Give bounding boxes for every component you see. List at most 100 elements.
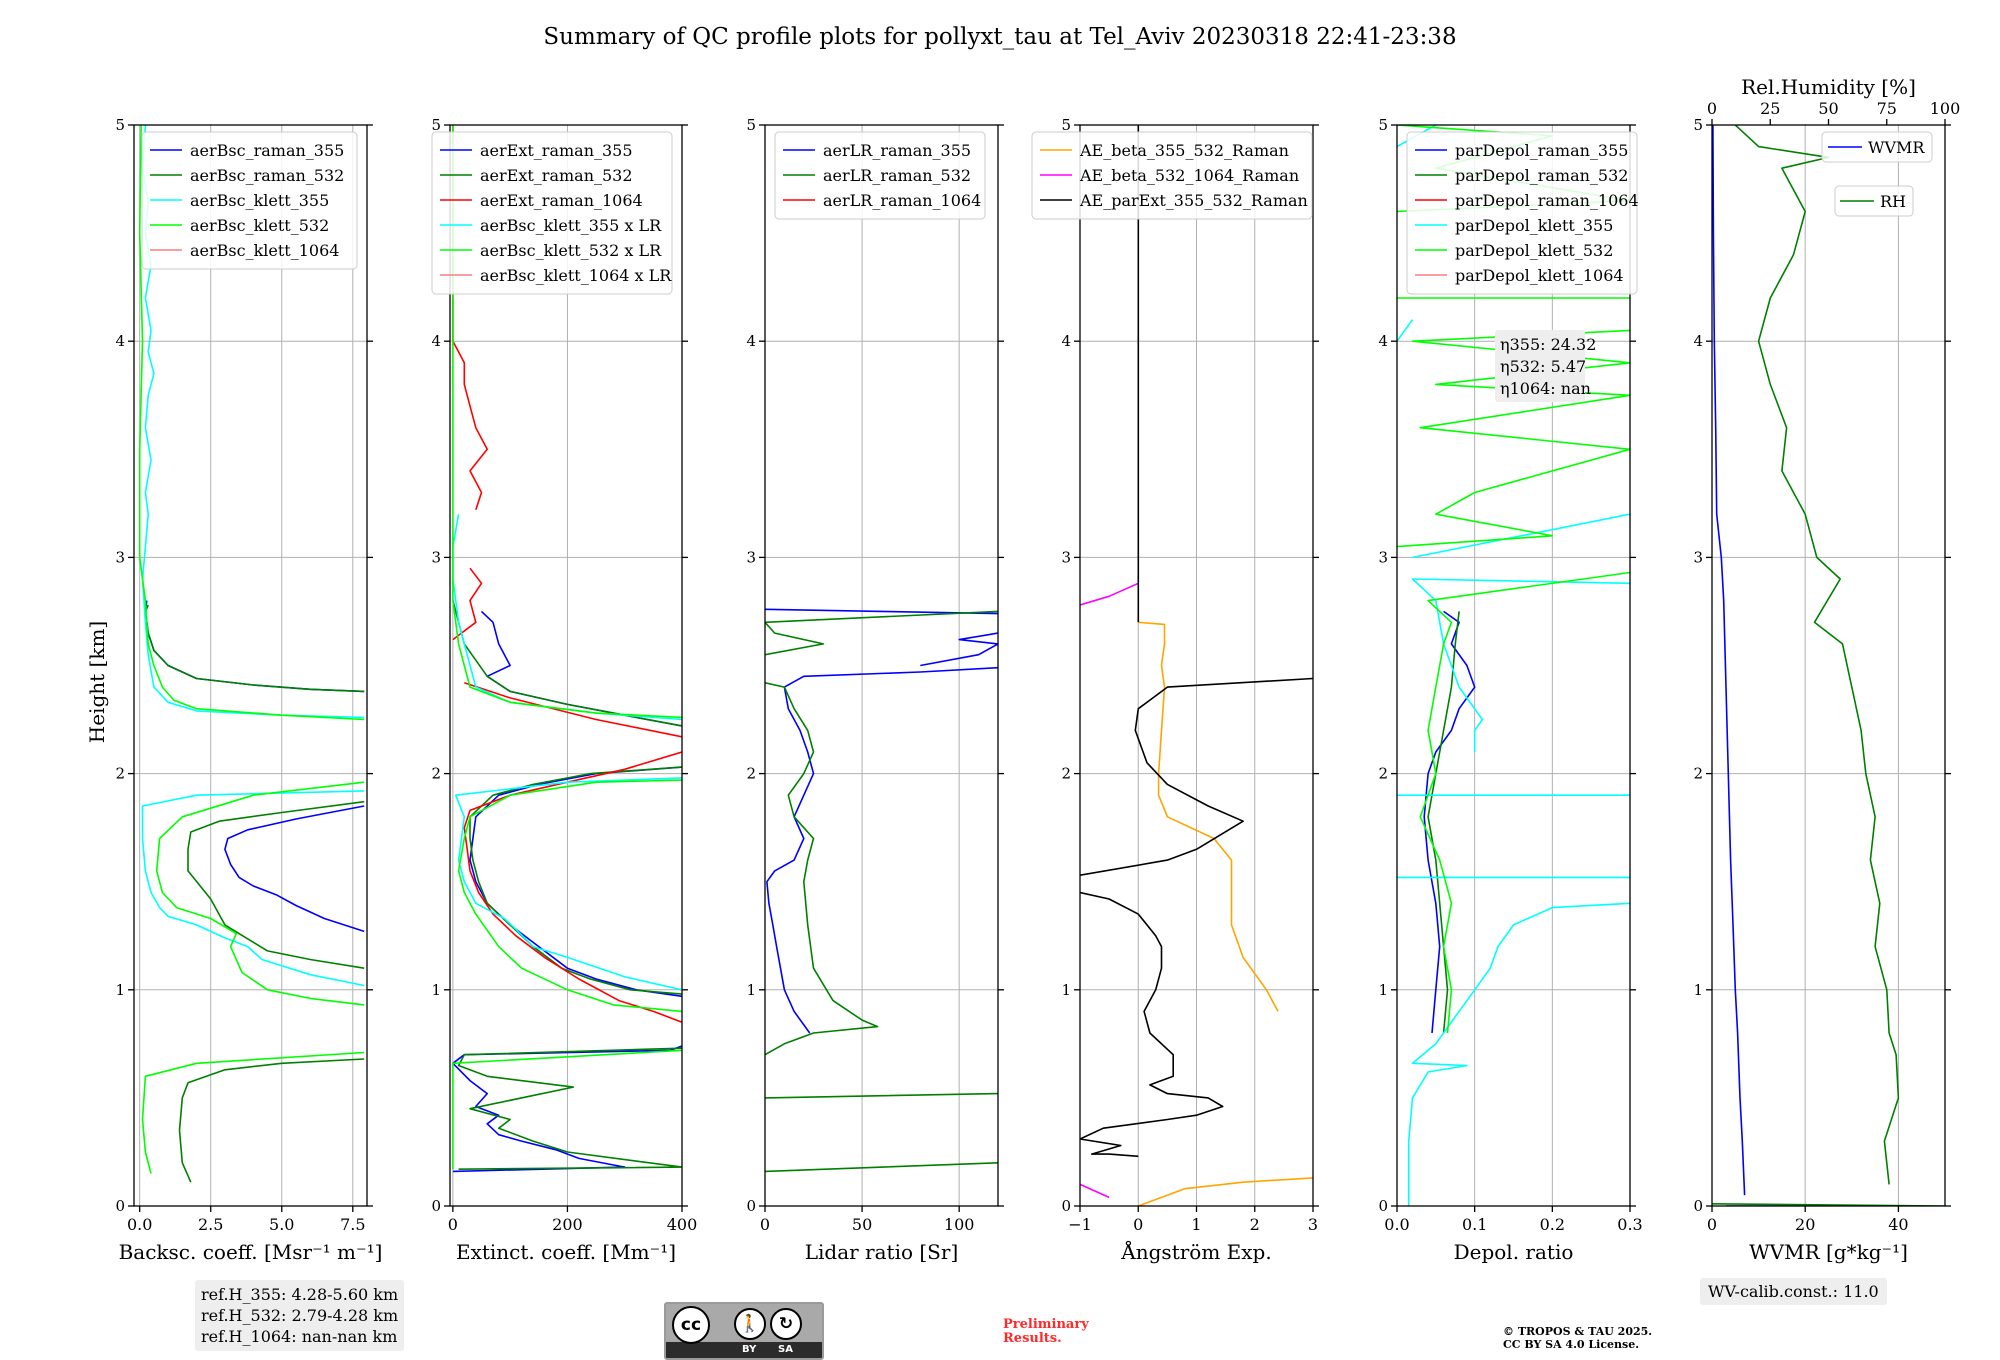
y-tick-label: 1 [431,981,441,999]
legend-label: parDepol_raman_355 [1455,141,1628,160]
axes-frame [764,124,999,1207]
series-line-ae-beta-355-532-raman [1138,621,1313,1206]
eta-annotation: η355: 24.32 [1500,335,1596,354]
y-tick-label: 1 [746,981,756,999]
y-tick-label: 3 [115,548,125,566]
panels: 0 1 2 3 4 5 0.0 2.5 5.0 7.5 Backsc. coeff. [Msr⁻¹ … [115,75,1960,1264]
axes-frame [1079,124,1314,1207]
legend-label: aerLR_raman_355 [823,141,971,160]
sa-label: SA [778,1344,793,1355]
x-tick-label: 0 [760,1215,770,1234]
y-tick-label: 5 [115,116,125,134]
legend-box [431,131,673,295]
x-tick-label: 0.0 [127,1215,152,1234]
y-tick-label: 4 [1061,332,1071,350]
eta-annotation: η1064: nan [1500,379,1591,398]
x-tick-label: 0.3 [1617,1215,1642,1234]
y-tick-label: 2 [115,765,125,783]
x-tick-label: 3 [1308,1215,1318,1234]
y-tick-label: 4 [746,332,756,350]
y-tick-label: 4 [115,332,125,350]
x-tick-label: 5.0 [269,1215,294,1234]
y-tick-label: 5 [746,116,756,134]
y-tick-label: 0 [431,1197,441,1215]
y-tick-label: 3 [746,548,756,566]
x2-tick-label: 75 [1877,99,1897,118]
panel-2: 0 1 2 3 4 5 0 200 400 Extinct. coeff. [Mm⁻¹] aerEx… [431,116,697,1264]
x-tick-label: 100 [944,1215,975,1234]
legend-label: aerBsc_klett_355 [190,191,329,210]
y-tick-label: 1 [1378,981,1388,999]
y-tick-label: 3 [431,548,441,566]
x-tick-label: 1 [1191,1215,1201,1234]
eta-annotation-box [1495,330,1585,402]
series-line-aerbsc-klett-532 [138,125,365,1174]
series-line-aerbsc-raman-532 [144,604,365,1183]
series-line-aerlr-raman-355 [765,608,998,1034]
series-line-rh [1712,125,1945,1206]
legend-label: aerExt_raman_355 [480,141,633,160]
legend-label: aerBsc_klett_532 [190,216,329,235]
legend-label: aerExt_raman_532 [480,166,633,185]
wv-calibration-box: WV-calib.const.: 11.0 [1700,1278,1887,1305]
x-tick-label: 2 [1250,1215,1260,1234]
axes-frame [1396,124,1631,1207]
x-tick-label: −1 [1068,1215,1092,1234]
x-tick-label: 0.2 [1540,1215,1565,1234]
legend-box [1821,131,1933,163]
x-axis-label: Ångström Exp. [1120,1239,1271,1264]
legend-label: AE_parExt_355_532_Raman [1079,191,1308,210]
axes-frame [133,124,368,1207]
y-tick-label: 4 [1693,332,1703,350]
y-tick-label: 0 [1061,1197,1071,1215]
x-tick-label: 50 [852,1215,872,1234]
legend-box [141,131,358,270]
by-icon: 🚶 [734,1308,766,1340]
legend-label: aerLR_raman_1064 [823,191,981,210]
series-line-aerlr-raman-532 [765,610,998,1173]
series-line-ae-beta-532-1064-raman [1080,582,1139,1199]
legend-label: aerBsc_klett_355 x LR [480,216,662,235]
legend-label: WVMR [1868,138,1925,157]
legend-box [1406,131,1638,295]
copyright-line-1: © TROPOS & TAU 2025. [1503,1325,1653,1338]
y-tick-label: 3 [1061,548,1071,566]
series-line-aerbsc-klett-532-x-lr [452,125,682,1170]
legend-label: AE_beta_355_532_Raman [1079,141,1289,160]
x-tick-label: 0.0 [1384,1215,1409,1234]
ref-height-355: ref.H_355: 4.28-5.60 km [201,1285,399,1304]
x2-tick-label: 100 [1930,99,1961,118]
x-tick-label: 0 [1133,1215,1143,1234]
legend-label: AE_beta_532_1064_Raman [1079,166,1299,185]
legend-label: aerExt_raman_1064 [480,191,643,210]
y-tick-label: 5 [1378,116,1388,134]
legend-label: aerLR_raman_532 [823,166,971,185]
y-tick-label: 0 [746,1197,756,1215]
y-tick-label: 1 [1693,981,1703,999]
x-tick-label: 0 [448,1215,458,1234]
y-tick-label: 3 [1378,548,1388,566]
legend-label: parDepol_klett_355 [1455,216,1613,235]
x-axis-label: WVMR [g*kg⁻¹] [1749,1240,1908,1264]
y-tick-label: 5 [431,116,441,134]
y-tick-label: 5 [1061,116,1071,134]
y-axis-label: Height [km] [85,621,109,743]
series-line-aerext-raman-1064 [452,125,682,1023]
y-tick-label: 2 [746,765,756,783]
by-label: BY [742,1344,757,1355]
x-tick-label: 0.1 [1462,1215,1487,1234]
x-axis-label: Backsc. coeff. [Msr⁻¹ m⁻¹] [119,1240,383,1264]
legend-label: RH [1880,192,1906,211]
cc-license-badge: cc 🚶 ↻ BY SA [664,1302,824,1360]
x2-tick-label: 0 [1707,99,1717,118]
legend-box [1031,131,1313,220]
axes-frame [449,124,683,1207]
y-tick-label: 1 [115,981,125,999]
y-tick-label: 0 [1378,1197,1388,1215]
preliminary-line-1: Preliminary [1003,1317,1089,1332]
eta-annotation: η532: 5.47 [1500,357,1586,376]
x-tick-label: 7.5 [340,1215,365,1234]
